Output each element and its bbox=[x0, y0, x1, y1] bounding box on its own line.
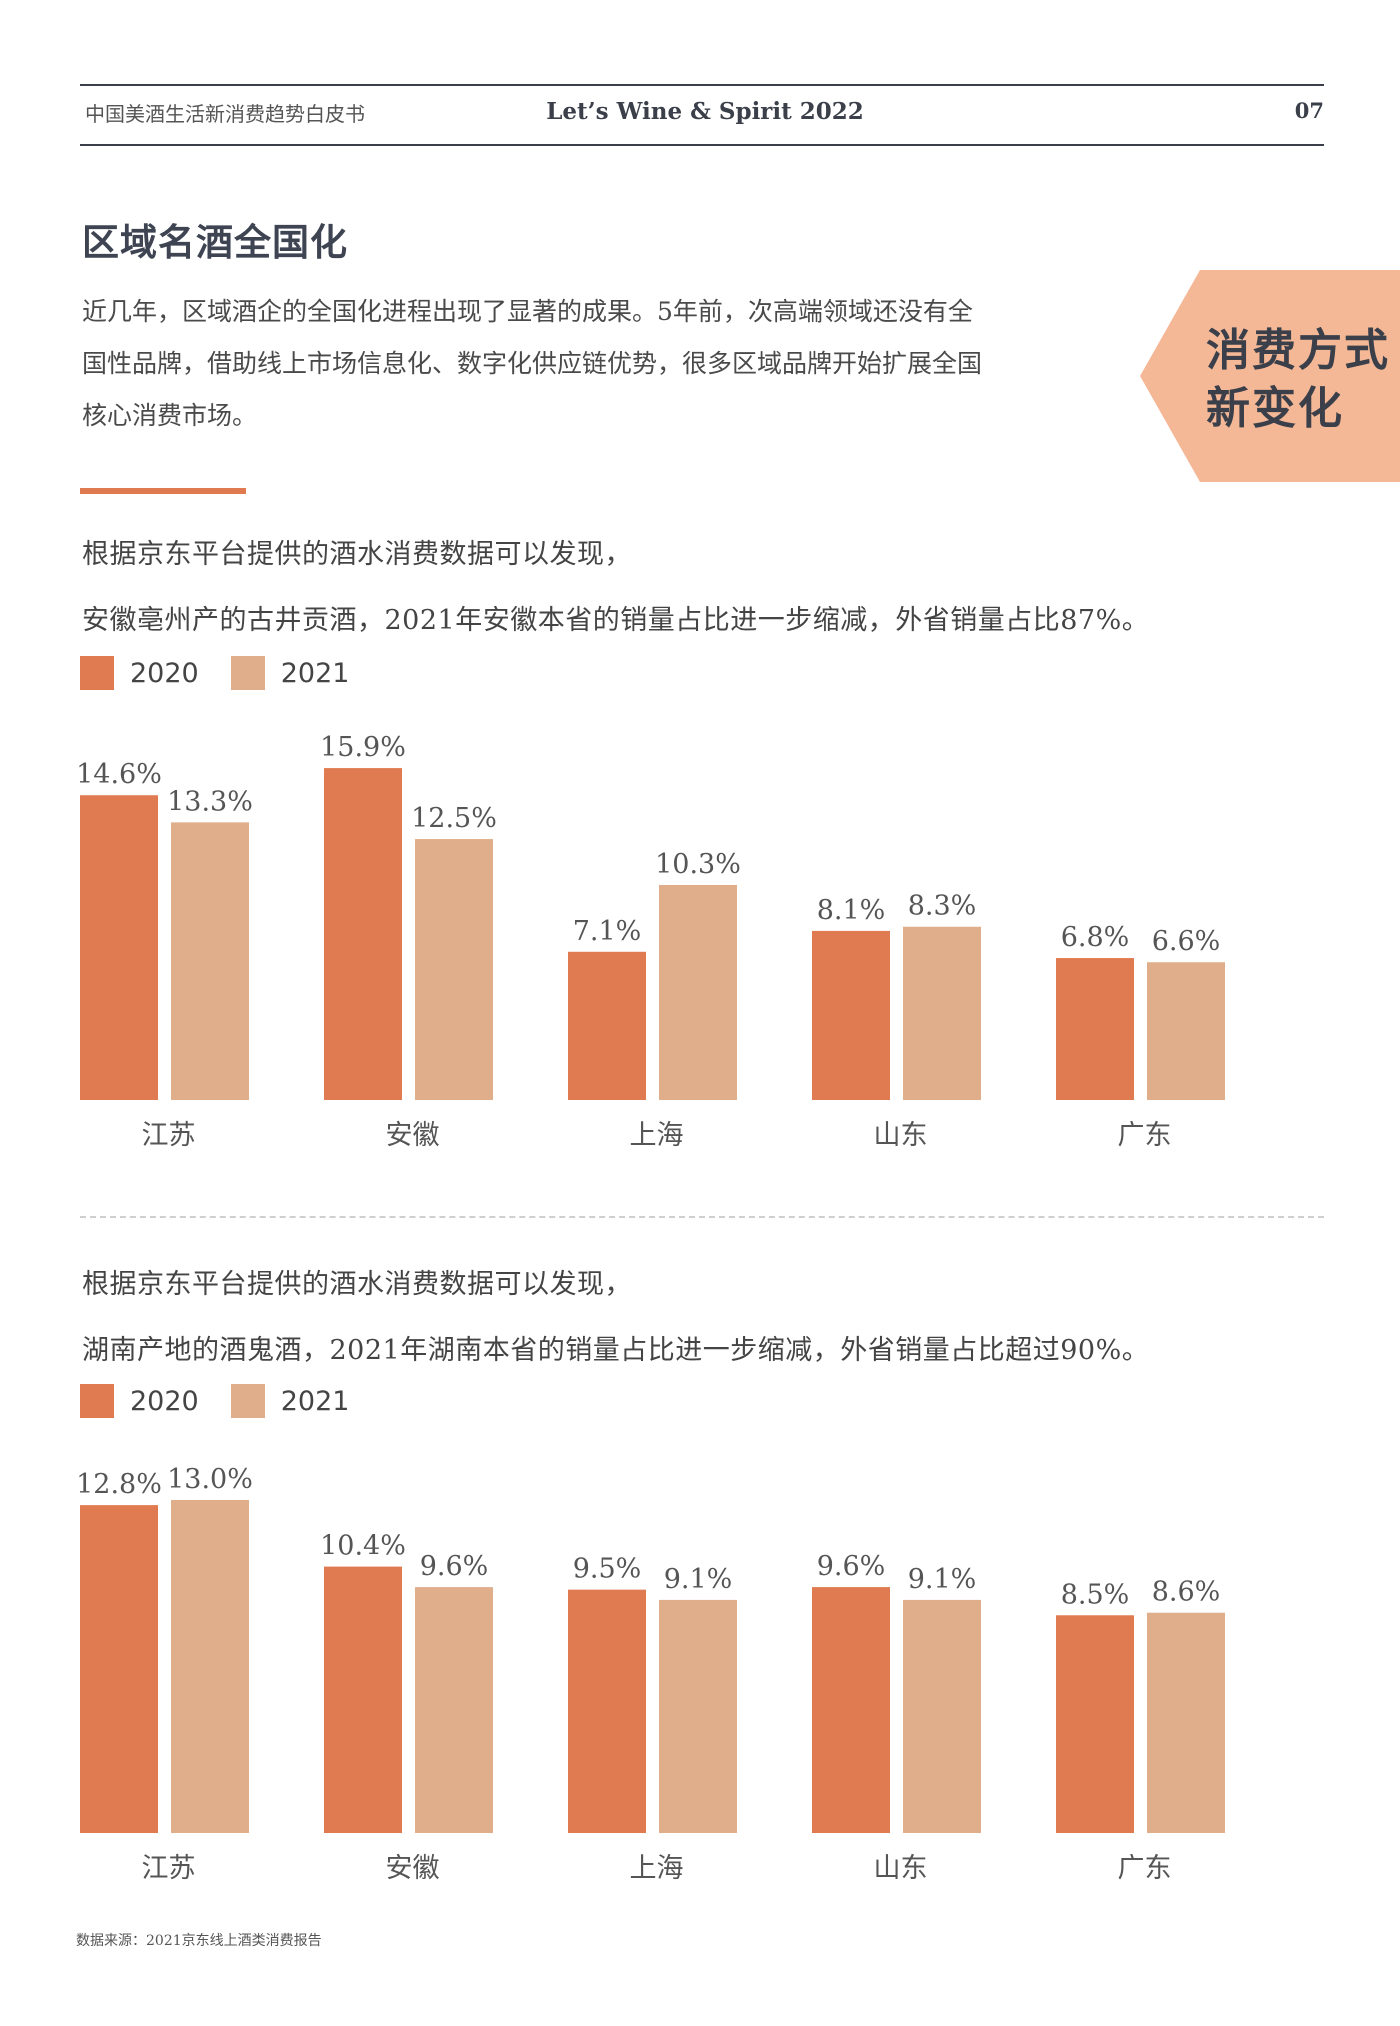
value-label: 8.6% bbox=[1152, 1577, 1221, 1608]
value-label: 15.9% bbox=[320, 732, 406, 763]
header-report-title: 中国美酒生活新消费趋势白皮书 bbox=[85, 102, 365, 126]
value-label: 8.3% bbox=[908, 891, 977, 922]
value-label: 9.1% bbox=[664, 1564, 733, 1595]
block2-line-1: 根据京东平台提供的酒水消费数据可以发现， bbox=[82, 1269, 632, 1300]
value-label: 8.1% bbox=[817, 895, 886, 926]
category-label: 山东 bbox=[874, 1120, 928, 1151]
block2-line-2: 湖南产地的酒鬼酒，2021年湖南本省的销量占比进一步缩减，外省销量占比超过90%… bbox=[82, 1335, 1150, 1366]
value-label: 13.0% bbox=[167, 1464, 253, 1495]
legend-label-2020: 2020 bbox=[130, 1385, 199, 1417]
legend-2: 2020 2021 bbox=[80, 1384, 381, 1418]
value-label: 6.8% bbox=[1061, 922, 1130, 953]
badge-line-2: 新变化 bbox=[1206, 383, 1344, 434]
legend-1: 2020 2021 bbox=[80, 656, 381, 690]
intro-line-2: 国性品牌，借助线上市场信息化、数字化供应链优势，很多区域品牌开始扩展全国 bbox=[82, 349, 983, 378]
category-label: 广东 bbox=[1118, 1120, 1172, 1151]
category-label: 上海 bbox=[630, 1853, 684, 1884]
bar-2021-1 bbox=[171, 1500, 249, 1833]
block1-line-1: 根据京东平台提供的酒水消费数据可以发现， bbox=[82, 539, 632, 570]
bar-2020-5 bbox=[1056, 958, 1134, 1100]
intro-line-3: 核心消费市场。 bbox=[82, 401, 258, 430]
bar-2021-5 bbox=[1147, 962, 1225, 1100]
value-label: 6.6% bbox=[1152, 926, 1221, 957]
section-divider bbox=[80, 1216, 1324, 1218]
value-label: 10.4% bbox=[320, 1531, 406, 1562]
bar-2020-3 bbox=[568, 1589, 646, 1833]
bar-2021-4 bbox=[903, 1599, 981, 1833]
bar-2021-2 bbox=[415, 839, 493, 1100]
footer-source: 数据来源：2021京东线上酒类消费报告 bbox=[76, 1933, 322, 1949]
category-label: 广东 bbox=[1118, 1853, 1172, 1884]
bar-2021-2 bbox=[415, 1587, 493, 1833]
bar-2021-1 bbox=[171, 822, 249, 1100]
category-label: 江苏 bbox=[142, 1120, 196, 1151]
bar-2020-1 bbox=[80, 1505, 158, 1833]
bar-2020-4 bbox=[812, 1587, 890, 1833]
legend-swatch-2020 bbox=[80, 656, 114, 690]
value-label: 12.8% bbox=[76, 1469, 162, 1500]
header-series-title: Let’s Wine & Spirit 2022 bbox=[546, 98, 864, 125]
section-intro: 近几年，区域酒企的全国化进程出现了显著的成果。5年前，次高端领域还没有全 国性品… bbox=[82, 286, 1082, 442]
badge-text: 消费方式 新变化 bbox=[1206, 322, 1390, 438]
value-label: 14.6% bbox=[76, 759, 162, 790]
value-label: 10.3% bbox=[655, 849, 741, 880]
bar-2021-3 bbox=[659, 1599, 737, 1833]
bar-2020-4 bbox=[812, 930, 890, 1100]
bar-2021-5 bbox=[1147, 1612, 1225, 1833]
header-bottom-rule bbox=[80, 144, 1324, 146]
legend-swatch-2020 bbox=[80, 1384, 114, 1418]
value-label: 8.5% bbox=[1061, 1579, 1130, 1610]
bar-2020-3 bbox=[568, 951, 646, 1100]
bar-chart-1: 14.6%13.3% 江苏 15.9% 12.5% 安徽 7.1% 10.3% 上海 8.1% 8… bbox=[76, 732, 1225, 1151]
value-label: 9.6% bbox=[420, 1551, 489, 1582]
legend-label-2021: 2021 bbox=[280, 1385, 350, 1417]
category-label: 上海 bbox=[630, 1120, 684, 1151]
category-label: 安徽 bbox=[386, 1120, 440, 1151]
bar-2020-1 bbox=[80, 795, 158, 1100]
bar-2020-5 bbox=[1056, 1615, 1134, 1833]
category-label: 江苏 bbox=[142, 1853, 196, 1884]
value-label: 9.6% bbox=[817, 1551, 886, 1582]
accent-bar bbox=[80, 488, 246, 494]
header-top-rule bbox=[80, 84, 1324, 86]
bar-chart-2: 12.8% 13.0% 江苏 10.4% 9.6% 安徽 9.5% 9.1% 上海 9.6% 9.1… bbox=[76, 1464, 1225, 1884]
category-label: 安徽 bbox=[386, 1853, 440, 1884]
header-page-number: 07 bbox=[1294, 98, 1324, 123]
category-label: 山东 bbox=[874, 1853, 928, 1884]
badge-hexagon bbox=[1140, 270, 1400, 482]
legend-label-2020: 2020 bbox=[130, 657, 199, 689]
value-label: 9.1% bbox=[908, 1564, 977, 1595]
badge-line-1: 消费方式 bbox=[1206, 325, 1390, 376]
value-label: 13.3% bbox=[167, 786, 253, 817]
bar-2021-4 bbox=[903, 926, 981, 1100]
intro-line-1: 近几年，区域酒企的全国化进程出现了显著的成果。5年前，次高端领域还没有全 bbox=[82, 297, 973, 326]
legend-swatch-2021 bbox=[230, 1384, 265, 1418]
section-title: 区域名酒全国化 bbox=[82, 220, 348, 264]
bar-2020-2 bbox=[324, 768, 402, 1100]
block1-line-2: 安徽亳州产的古井贡酒，2021年安徽本省的销量占比进一步缩减，外省销量占比87%… bbox=[82, 605, 1150, 636]
legend-swatch-2021 bbox=[230, 656, 265, 690]
value-label: 12.5% bbox=[411, 803, 497, 834]
value-label: 7.1% bbox=[573, 916, 642, 947]
bar-2021-3 bbox=[659, 884, 737, 1100]
legend-label-2021: 2021 bbox=[280, 657, 350, 689]
value-label: 9.5% bbox=[573, 1554, 642, 1585]
bar-2020-2 bbox=[324, 1566, 402, 1833]
